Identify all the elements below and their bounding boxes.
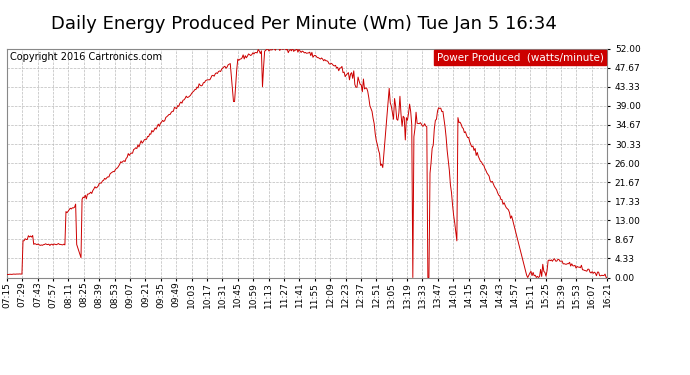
Text: Copyright 2016 Cartronics.com: Copyright 2016 Cartronics.com — [10, 53, 162, 63]
Text: Daily Energy Produced Per Minute (Wm) Tue Jan 5 16:34: Daily Energy Produced Per Minute (Wm) Tu… — [50, 15, 557, 33]
Text: Power Produced  (watts/minute): Power Produced (watts/minute) — [437, 53, 604, 63]
